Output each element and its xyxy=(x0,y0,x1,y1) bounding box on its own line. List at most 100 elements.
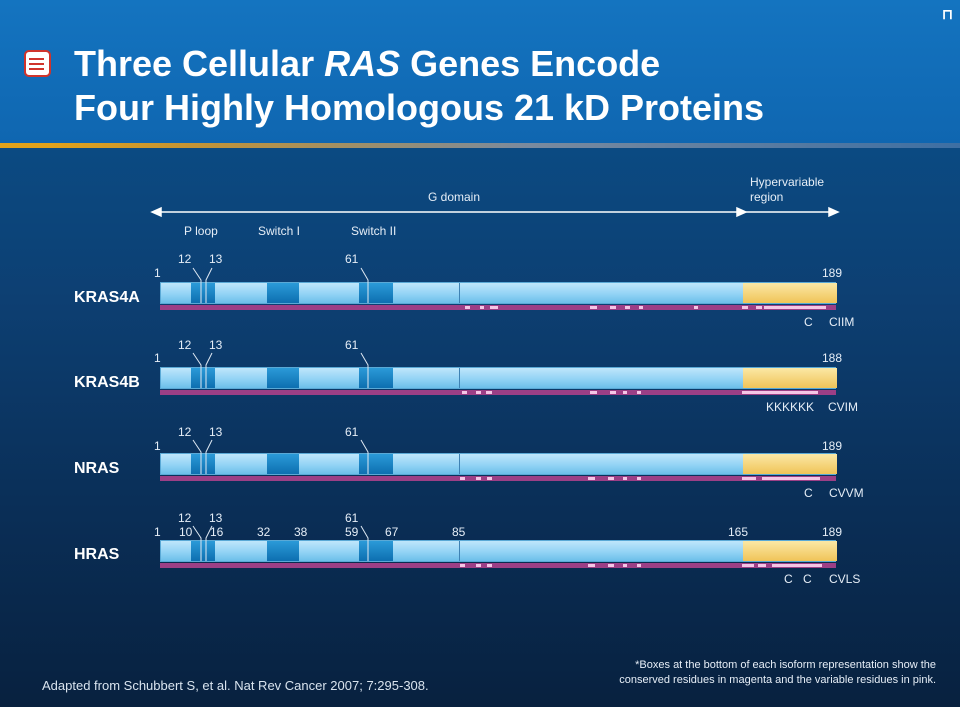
title-bar xyxy=(0,0,960,145)
variable-residue-box xyxy=(764,306,826,309)
variable-residue-box xyxy=(623,477,627,480)
variable-residue-box xyxy=(486,391,492,394)
variable-residue-box xyxy=(465,306,470,309)
hras-pos165: 165 xyxy=(728,525,749,539)
hras-pos10: 10 xyxy=(179,525,193,539)
variable-residue-box xyxy=(742,564,754,567)
nras-leader-12 xyxy=(192,439,202,474)
variable-residue-box xyxy=(476,391,481,394)
nras-start: 1 xyxy=(154,439,161,453)
nras-pos13: 13 xyxy=(209,425,223,439)
kras4b-hvr xyxy=(743,368,837,388)
kras4a-ploop xyxy=(191,283,215,303)
variable-residue-box xyxy=(588,564,595,567)
variable-residue-box xyxy=(608,564,614,567)
kras4a-motif-right: CIIM xyxy=(829,315,855,329)
switch2-label: Switch II xyxy=(351,224,397,238)
hras-conservation xyxy=(160,563,836,568)
kras4a-conservation xyxy=(160,305,836,310)
variable-residue-box xyxy=(762,477,820,480)
slide-title: Three Cellular RAS Genes Encode Four Hig… xyxy=(74,42,764,130)
variable-residue-box xyxy=(608,477,614,480)
hras-leader-12 xyxy=(192,525,202,561)
kras4b-div xyxy=(459,368,460,388)
nras-motif-right: CVVM xyxy=(829,486,864,500)
source-citation: Adapted from Schubbert S, et al. Nat Rev… xyxy=(42,678,429,693)
hras-label: HRAS xyxy=(74,546,120,563)
kras4a-motif-left: C xyxy=(804,315,813,329)
hras-pos12: 12 xyxy=(178,511,192,525)
nras-bar xyxy=(160,453,837,475)
hras-bar xyxy=(160,540,837,562)
kras4a-leader-61 xyxy=(360,267,369,303)
variable-residue-box xyxy=(490,306,498,309)
kras4a-leader-12 xyxy=(192,267,202,303)
g-domain-arrowhead-right xyxy=(736,206,748,218)
nras-conservation xyxy=(160,476,836,481)
hras-pos85: 85 xyxy=(452,525,466,539)
variable-residue-box xyxy=(480,306,484,309)
footnote-line1: *Boxes at the bottom of each isoform rep… xyxy=(635,659,936,671)
nras-pos12: 12 xyxy=(178,425,192,439)
kras4b-end: 188 xyxy=(822,351,843,365)
kras4b-pos61: 61 xyxy=(345,338,359,352)
hvr-label-line2: region xyxy=(750,190,784,204)
kras4b-leader-61 xyxy=(360,352,369,388)
hras-pos61: 61 xyxy=(345,511,359,525)
kras4a-switch1 xyxy=(267,283,299,303)
hras-ploop xyxy=(191,541,215,561)
kras4b-switch1 xyxy=(267,368,299,388)
variable-residue-box xyxy=(590,391,597,394)
kras4b-conservation xyxy=(160,390,836,395)
kras4a-start: 1 xyxy=(154,266,161,280)
hras-hvr xyxy=(743,541,837,561)
header-rule xyxy=(0,143,960,148)
kras4b-pos13: 13 xyxy=(209,338,223,352)
kras4b-bar xyxy=(160,367,837,389)
nras-leader-61 xyxy=(360,439,369,474)
variable-residue-box xyxy=(588,477,595,480)
variable-residue-box xyxy=(610,391,616,394)
variable-residue-box xyxy=(625,306,630,309)
kras4a-leader-13 xyxy=(205,267,213,303)
kras4b-label: KRAS4B xyxy=(74,374,140,391)
hras-pos59: 59 xyxy=(345,525,359,539)
nras-switch1 xyxy=(267,454,299,474)
title-line2: Four Highly Homologous 21 kD Proteins xyxy=(74,87,765,128)
variable-residue-box xyxy=(462,391,467,394)
hras-motif-left1: C xyxy=(784,572,793,586)
nras-ploop xyxy=(191,454,215,474)
variable-residue-box xyxy=(742,306,748,309)
kras4b-leader-12 xyxy=(192,352,202,388)
nras-end: 189 xyxy=(822,439,843,453)
list-icon xyxy=(24,50,51,77)
kras4b-ploop xyxy=(191,368,215,388)
hras-motif-left2: C xyxy=(803,572,812,586)
variable-residue-box xyxy=(610,306,616,309)
variable-residue-box xyxy=(476,477,481,480)
hras-motif-right: CVLS xyxy=(829,572,861,586)
hvr-arrowhead-right xyxy=(828,206,840,218)
variable-residue-box xyxy=(460,477,465,480)
kras4a-pos12: 12 xyxy=(178,252,192,266)
hras-leader-13 xyxy=(205,525,213,561)
hras-start: 1 xyxy=(154,525,161,539)
hras-pos38: 38 xyxy=(294,525,308,539)
variable-residue-box xyxy=(460,564,465,567)
variable-residue-box xyxy=(742,391,818,394)
kras4a-end: 189 xyxy=(822,266,843,280)
hras-end: 189 xyxy=(822,525,843,539)
kras4a-hvr xyxy=(743,283,837,303)
kras4b-motif-left: KKKKKK xyxy=(766,400,815,414)
variable-residue-box xyxy=(694,306,698,309)
variable-residue-box xyxy=(637,564,641,567)
variable-residue-box xyxy=(637,477,641,480)
variable-residue-box xyxy=(742,477,756,480)
p-loop-label: P loop xyxy=(184,224,218,238)
variable-residue-box xyxy=(476,564,481,567)
hras-div xyxy=(459,541,460,561)
variable-residue-box xyxy=(487,477,492,480)
variable-residue-box xyxy=(756,306,762,309)
kras4a-pos61: 61 xyxy=(345,252,359,266)
